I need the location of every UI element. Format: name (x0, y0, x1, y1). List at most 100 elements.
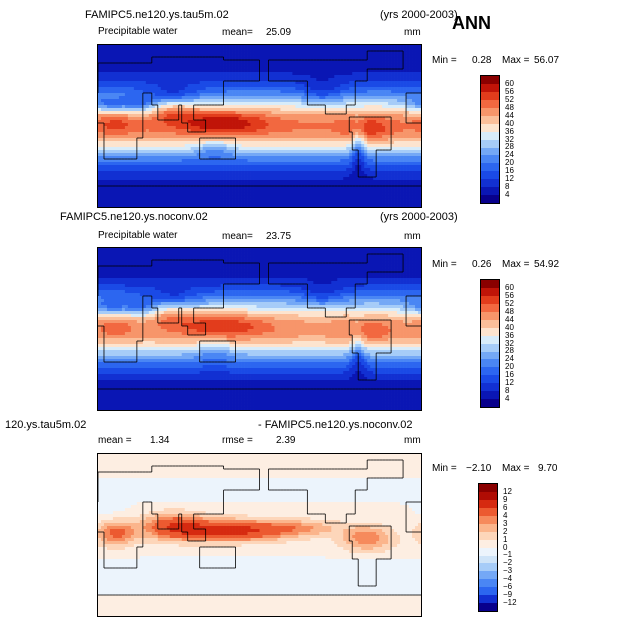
map-cell (352, 114, 356, 118)
map-cell (154, 69, 159, 73)
map-cell (280, 168, 284, 172)
map-cell (145, 168, 150, 172)
map-cell (358, 177, 362, 181)
map-cell (415, 63, 419, 67)
map-cell (286, 123, 290, 127)
map-cell (340, 111, 344, 115)
map-cell (235, 123, 239, 127)
map-cell (307, 126, 311, 130)
map-cell (253, 45, 257, 49)
map-cell (229, 171, 233, 175)
map-cell (307, 123, 311, 127)
map-cell (178, 57, 183, 61)
map-cell (145, 132, 150, 136)
map-cell (280, 72, 284, 76)
map-cell (418, 102, 421, 106)
map-cell (190, 156, 195, 160)
map-cell (322, 129, 326, 133)
map-cell (286, 45, 290, 49)
map-cell (184, 81, 189, 85)
map-cell (232, 111, 236, 115)
map-cell (298, 66, 302, 70)
map-cell (307, 69, 311, 73)
map-cell (136, 174, 141, 178)
map-cell (187, 180, 192, 184)
map-cell (379, 180, 383, 184)
map-cell (415, 156, 419, 160)
map-cell (397, 141, 401, 145)
map-cell (112, 69, 117, 73)
map-cell (397, 102, 401, 106)
map-cell (262, 168, 266, 172)
map-cell (202, 108, 207, 112)
map-cell (280, 102, 284, 106)
map-cell (388, 108, 392, 112)
map-cell (379, 126, 383, 130)
map-cell (136, 111, 141, 115)
map-cell (142, 150, 147, 154)
map-cell (109, 156, 114, 160)
map-cell (175, 174, 180, 178)
map-cell (160, 153, 165, 157)
map-cell (313, 132, 317, 136)
map-cell (98, 135, 102, 139)
map-cell (298, 63, 302, 67)
map-cell (268, 150, 272, 154)
map-cell (241, 96, 245, 100)
map-cell (220, 66, 224, 70)
map-cell (352, 144, 356, 148)
map-cell (352, 66, 356, 70)
map-cell (235, 45, 239, 49)
map-cell (331, 120, 335, 124)
map-cell (340, 63, 344, 67)
map-cell (406, 81, 410, 85)
map-cell (331, 114, 335, 118)
map-cell (139, 75, 144, 79)
map-cell (139, 135, 144, 139)
map-cell (352, 138, 356, 142)
map-cell (232, 141, 236, 145)
map-cell (106, 105, 111, 109)
map-cell (280, 90, 284, 94)
map-cell (322, 162, 326, 166)
map-cell (400, 48, 404, 52)
map-cell (214, 96, 218, 100)
map-cell (406, 90, 410, 94)
map-cell (98, 141, 102, 145)
map-cell (166, 177, 171, 181)
map-cell (232, 96, 236, 100)
map-cell (286, 114, 290, 118)
map-cell (412, 159, 416, 163)
map-cell (373, 105, 377, 109)
map-cell (313, 120, 317, 124)
map-cell (400, 93, 404, 97)
map-cell (349, 69, 353, 73)
map-cell (409, 96, 413, 100)
map-cell (145, 129, 150, 133)
map-cell (331, 168, 335, 172)
map-cell (325, 132, 329, 136)
map-cell (172, 63, 177, 67)
map-cell (205, 159, 210, 163)
map-cell (184, 69, 189, 73)
map-cell (301, 60, 305, 64)
map-cell (115, 159, 120, 163)
map-cell (340, 156, 344, 160)
map-cell (181, 93, 186, 97)
map-cell (412, 87, 416, 91)
map-cell (136, 63, 141, 67)
map-cell (370, 75, 374, 79)
panel1-variable: Precipitable water (98, 26, 178, 37)
map-cell (211, 177, 215, 181)
map-cell (319, 141, 323, 145)
map-cell (286, 144, 290, 148)
map-cell (313, 81, 317, 85)
map-cell (289, 177, 293, 181)
map-cell (157, 81, 162, 85)
map-cell (277, 87, 281, 91)
map-cell (169, 45, 174, 49)
map-cell (262, 108, 266, 112)
map-cell (157, 138, 162, 142)
map-cell (358, 102, 362, 106)
map-cell (358, 66, 362, 70)
